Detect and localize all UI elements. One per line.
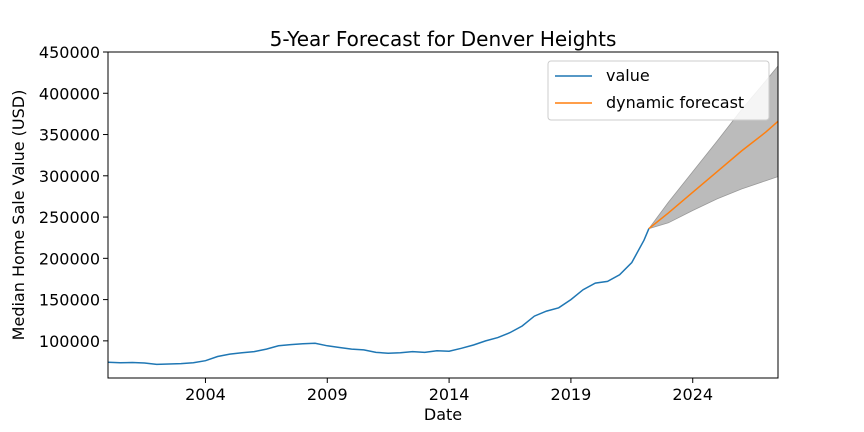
legend-label-forecast: dynamic forecast [606, 93, 744, 112]
y-axis-label: Median Home Sale Value (USD) [9, 90, 28, 341]
legend-box [547, 60, 770, 121]
y-tick-label: 400000 [39, 84, 100, 103]
chart-title: 5-Year Forecast for Denver Heights [270, 27, 617, 51]
legend: value dynamic forecast [547, 60, 770, 121]
legend-label-value: value [606, 66, 650, 85]
plot-frame [107, 51, 779, 379]
y-tick-label: 250000 [39, 208, 100, 227]
series-line-value [107, 228, 650, 366]
x-tick-label: 2004 [185, 385, 226, 404]
x-tick-label: 2024 [672, 385, 713, 404]
y-axis: 100000 150000 200000 250000 300000 350000 4000… [39, 43, 108, 351]
y-tick-label: 150000 [39, 291, 100, 310]
x-tick-label: 2014 [429, 385, 470, 404]
x-tick-label: 2009 [307, 385, 348, 404]
y-tick-label: 100000 [39, 332, 100, 351]
y-tick-label: 350000 [39, 126, 100, 145]
y-tick-label: 200000 [39, 249, 100, 268]
y-tick-label: 450000 [39, 43, 100, 62]
series-line-forecast [648, 120, 779, 230]
x-axis: 2004 2009 2014 2019 2024 [185, 378, 713, 404]
y-tick-label: 300000 [39, 167, 100, 186]
x-axis-label: Date [424, 405, 462, 424]
x-tick-label: 2019 [551, 385, 592, 404]
